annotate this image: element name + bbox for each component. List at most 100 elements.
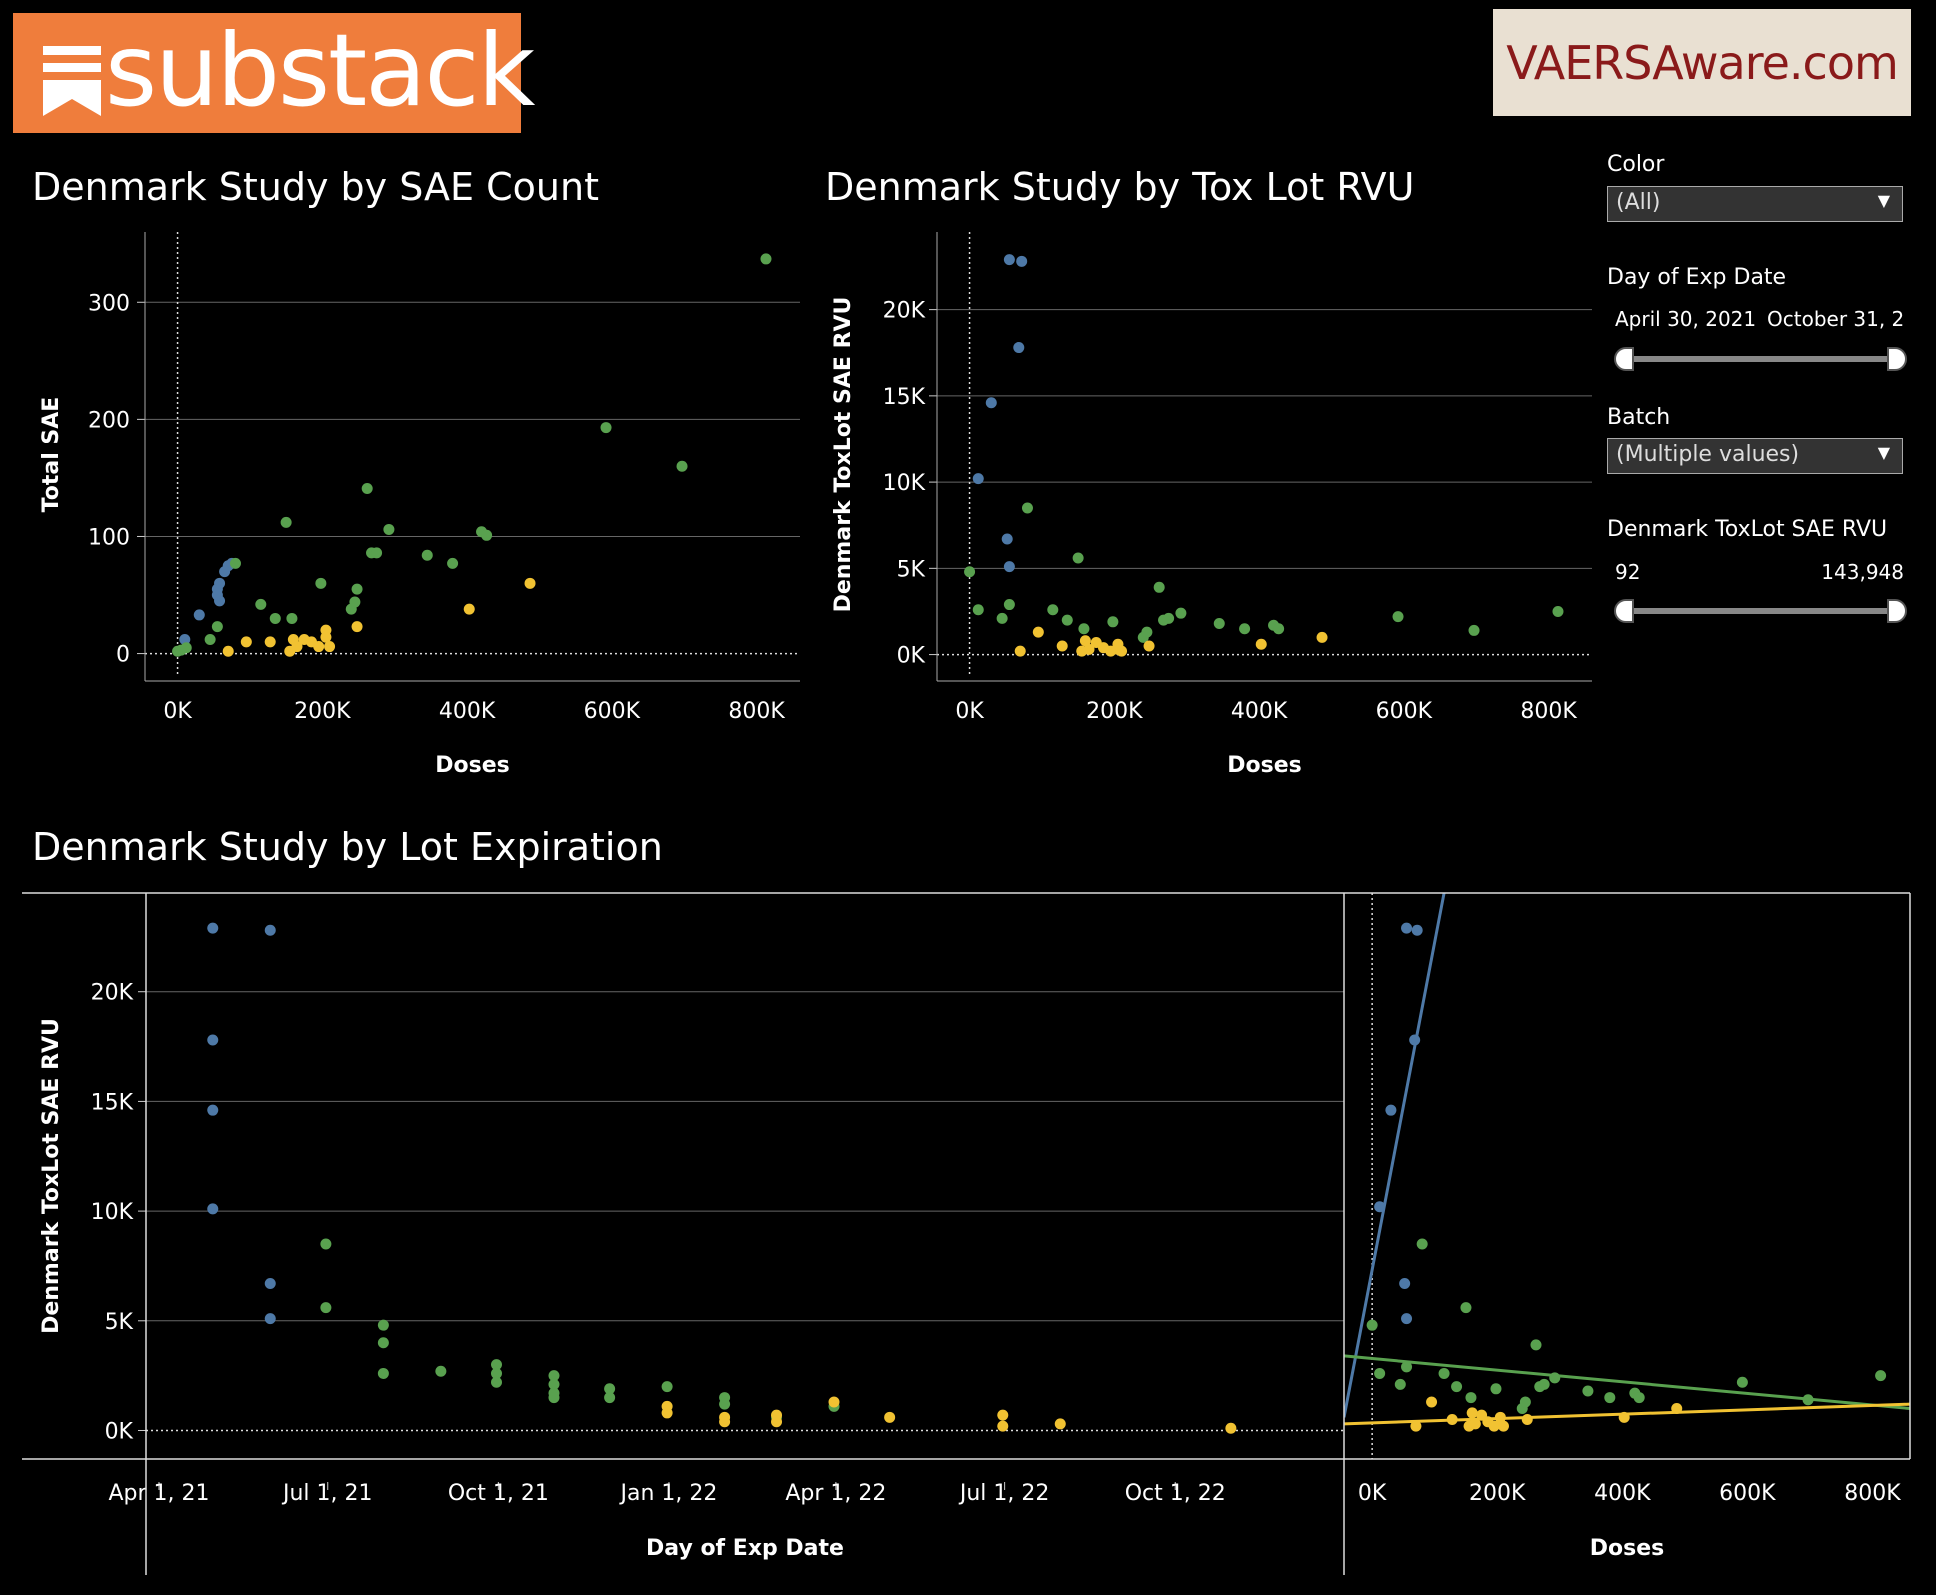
data-point-green xyxy=(676,460,688,472)
data-point-blue xyxy=(207,1104,219,1116)
batch-filter-dropdown[interactable]: (Multiple values) ▼ xyxy=(1607,438,1903,474)
data-point-yellow xyxy=(324,641,336,653)
data-point-yellow xyxy=(719,1416,731,1428)
data-point-yellow xyxy=(291,641,303,653)
tox-lot-title: Denmark Study by Tox Lot RVU xyxy=(825,165,1415,209)
vaersaware-logo: VAERSAware.com xyxy=(1493,9,1911,116)
data-point-blue xyxy=(1016,255,1028,267)
data-point-yellow xyxy=(1143,640,1155,652)
data-point-green xyxy=(1490,1383,1502,1395)
data-point-yellow xyxy=(997,1420,1009,1432)
data-point-yellow xyxy=(1521,1414,1533,1426)
data-point-green xyxy=(1530,1339,1542,1351)
data-point-yellow xyxy=(661,1407,673,1419)
x-tick-label: Jul 1, 22 xyxy=(958,1481,1050,1506)
data-point-green xyxy=(1552,605,1564,617)
data-point-yellow xyxy=(1410,1420,1422,1432)
data-point-yellow xyxy=(264,636,276,648)
data-point-yellow xyxy=(1446,1414,1458,1426)
data-point-green xyxy=(286,612,298,624)
x-tick-label: 800K xyxy=(1520,699,1577,724)
x-tick-label: Oct 1, 22 xyxy=(1125,1481,1226,1506)
data-point-yellow xyxy=(1255,638,1267,650)
data-point-green xyxy=(604,1383,616,1395)
y-axis-label: Denmark ToxLot SAE RVU xyxy=(831,297,856,613)
data-point-green xyxy=(320,1302,332,1314)
data-point-yellow xyxy=(771,1416,783,1428)
x-tick-label: Jan 1, 22 xyxy=(619,1481,718,1506)
data-point-green xyxy=(1175,607,1187,619)
rvu-slider-max-handle[interactable] xyxy=(1887,599,1907,623)
data-point-green xyxy=(1736,1376,1748,1388)
data-point-green xyxy=(760,253,772,265)
x-tick-label: 0K xyxy=(163,699,192,724)
y-tick-label: 10K xyxy=(91,1200,134,1225)
data-point-green xyxy=(180,642,192,654)
data-point-green xyxy=(421,549,433,561)
data-point-green xyxy=(1401,1361,1413,1373)
data-point-blue xyxy=(1409,1034,1421,1046)
exp-date-filter-label: Day of Exp Date xyxy=(1607,265,1787,290)
data-point-green xyxy=(548,1370,560,1382)
data-point-green xyxy=(1047,604,1059,616)
data-point-green xyxy=(1107,616,1119,628)
data-point-yellow xyxy=(828,1396,840,1408)
data-point-yellow xyxy=(313,641,325,653)
data-point-yellow xyxy=(1316,631,1328,643)
data-point-blue xyxy=(207,922,219,934)
data-point-yellow xyxy=(1083,643,1095,655)
data-point-green xyxy=(361,482,373,494)
data-point-yellow xyxy=(1014,645,1026,657)
data-point-green xyxy=(1416,1238,1428,1250)
exp-date-slider-max-handle[interactable] xyxy=(1887,347,1907,371)
trend-line-blue xyxy=(1344,893,1446,1418)
data-point-yellow xyxy=(524,577,536,589)
data-point-blue xyxy=(264,1277,276,1289)
data-point-blue xyxy=(972,473,984,485)
color-filter-dropdown[interactable]: (All) ▼ xyxy=(1607,186,1903,222)
x-tick-label: 600K xyxy=(1719,1481,1776,1506)
data-point-green xyxy=(1374,1367,1386,1379)
x-tick-label: 0K xyxy=(1358,1481,1387,1506)
trend-line-green xyxy=(1344,1354,1910,1411)
rvu-from: 92 xyxy=(1615,560,1641,584)
data-point-yellow xyxy=(1469,1418,1481,1430)
data-point-green xyxy=(1366,1319,1378,1331)
data-point-green xyxy=(1538,1378,1550,1390)
data-point-blue xyxy=(193,609,205,621)
data-point-yellow xyxy=(1466,1407,1478,1419)
exp-date-slider-min-handle[interactable] xyxy=(1614,347,1634,371)
data-point-green xyxy=(1072,552,1084,564)
data-point-green xyxy=(229,557,241,569)
data-point-yellow xyxy=(997,1409,1009,1421)
x-tick-label: 600K xyxy=(584,699,641,724)
data-point-green xyxy=(1163,612,1175,624)
rvu-slider-track[interactable] xyxy=(1622,608,1894,614)
data-point-green xyxy=(996,612,1008,624)
data-point-green xyxy=(1465,1392,1477,1404)
data-point-blue xyxy=(1013,342,1025,354)
rvu-filter-label: Denmark ToxLot SAE RVU xyxy=(1607,517,1888,542)
y-tick-label: 15K xyxy=(91,1090,134,1115)
x-tick-label: Apr 1, 22 xyxy=(785,1481,886,1506)
chevron-down-icon: ▼ xyxy=(1877,191,1890,210)
exp-date-slider-track[interactable] xyxy=(1622,356,1894,362)
data-point-green xyxy=(490,1367,502,1379)
data-point-blue xyxy=(214,595,226,607)
x-tick-label: 0K xyxy=(955,699,984,724)
data-point-yellow xyxy=(1497,1420,1509,1432)
data-point-green xyxy=(1582,1385,1594,1397)
data-point-green xyxy=(604,1392,616,1404)
y-tick-label: 20K xyxy=(91,981,134,1006)
data-point-yellow xyxy=(222,645,234,657)
data-point-blue xyxy=(1401,922,1413,934)
sae-count-scatter: 0 100 200 300 0K 200K 400K 600K 800K Doses Total S… xyxy=(39,232,800,778)
rvu-slider-min-handle[interactable] xyxy=(1614,599,1634,623)
y-tick-label: 100 xyxy=(88,525,130,550)
lot-exp-frame xyxy=(22,892,1911,1575)
data-point-green xyxy=(481,529,493,541)
batch-filter-label: Batch xyxy=(1607,405,1671,430)
data-point-green xyxy=(548,1392,560,1404)
substack-mark-icon xyxy=(43,46,101,116)
